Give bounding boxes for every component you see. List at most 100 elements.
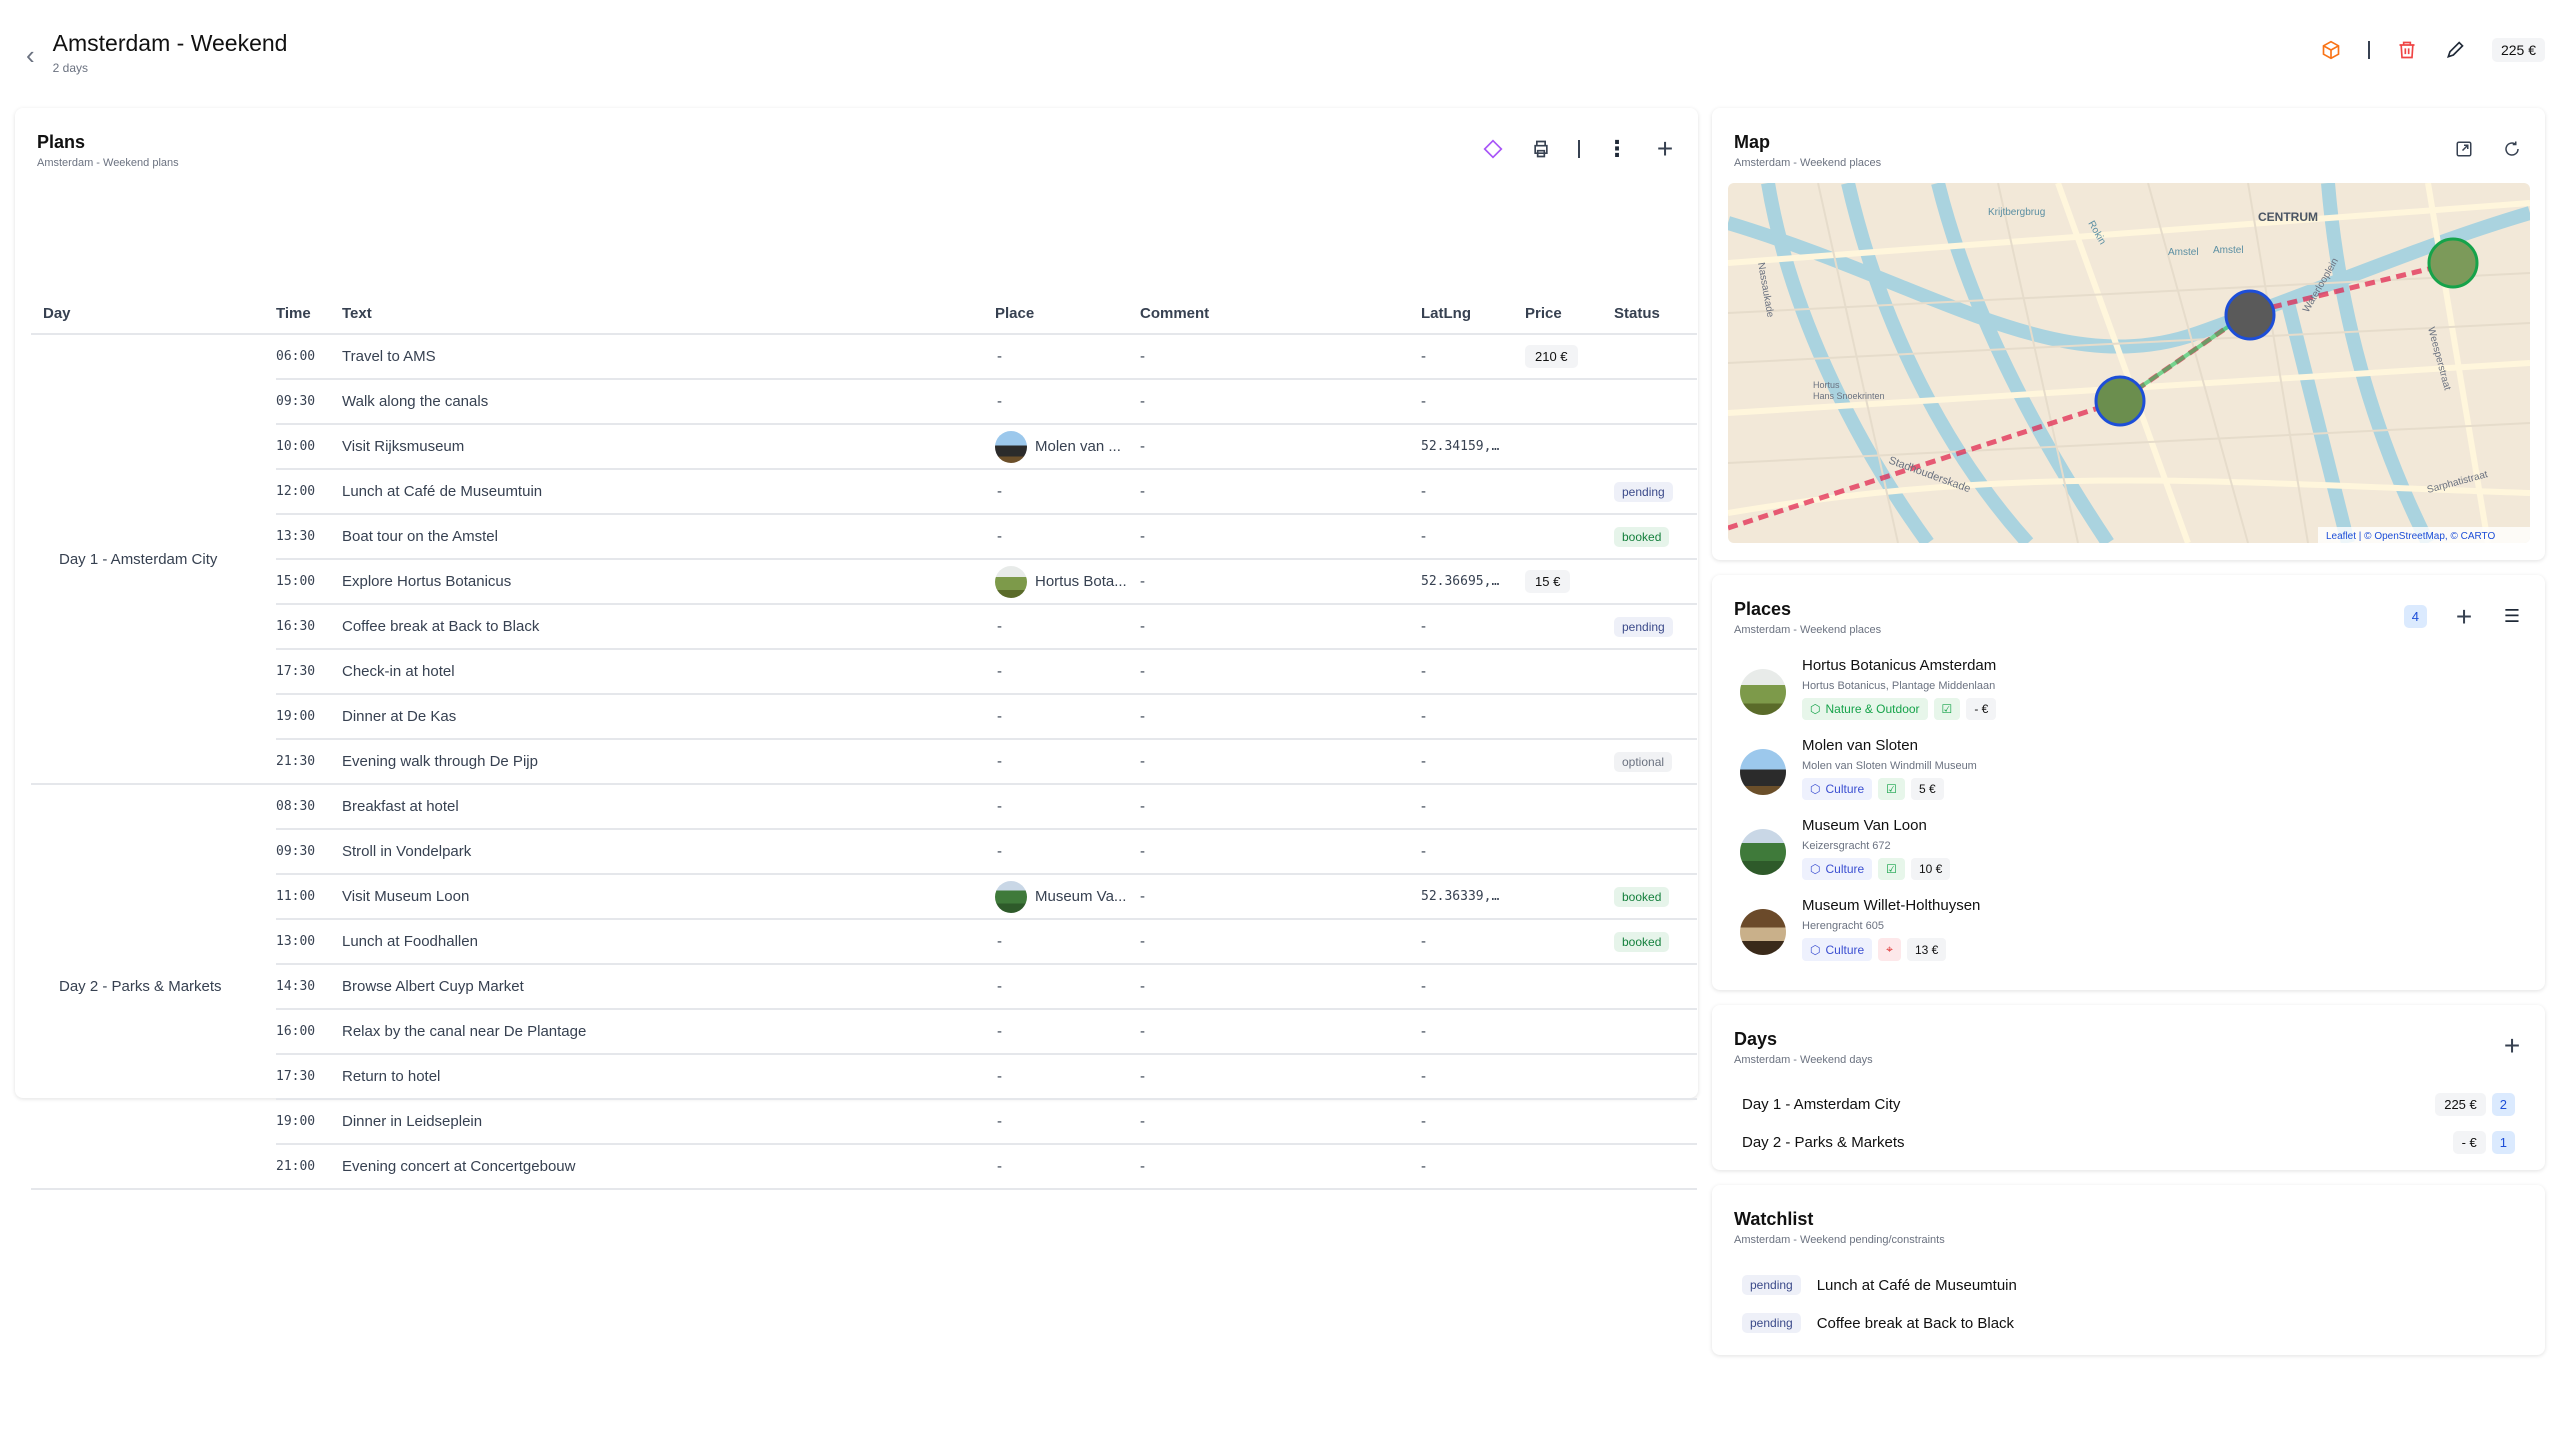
comment-cell: -: [1140, 559, 1421, 605]
column-header[interactable]: Day: [31, 293, 276, 335]
column-header[interactable]: Text: [342, 293, 995, 335]
check-square-icon[interactable]: ☑: [1878, 778, 1905, 800]
category-tag[interactable]: ⬡ Culture: [1802, 858, 1873, 880]
place-cell[interactable]: Hortus Bota...: [995, 559, 1140, 605]
comment-cell: -: [1140, 604, 1421, 650]
day-item[interactable]: Day 1 - Amsterdam City 225 €2: [1742, 1093, 2515, 1116]
table-row[interactable]: 09:30 Stroll in Vondelpark - - -: [31, 829, 1697, 875]
column-header[interactable]: Price: [1525, 293, 1614, 335]
place-cell: -: [995, 829, 1140, 875]
latlng-cell: -: [1421, 514, 1525, 560]
check-square-icon[interactable]: ☑: [1933, 698, 1961, 720]
map-view[interactable]: CENTRUM Amstel Amstel Krijtbergbrug Roki…: [1728, 183, 2530, 543]
column-header[interactable]: LatLng: [1421, 293, 1525, 335]
map-marker[interactable]: [2094, 375, 2146, 427]
price-cell: [1525, 829, 1614, 875]
table-row[interactable]: 12:00 Lunch at Café de Museumtuin - - - pendi…: [31, 469, 1697, 515]
category-label: Culture: [1825, 862, 1865, 876]
table-row[interactable]: 19:00 Dinner in Leidseplein - - -: [31, 1099, 1697, 1145]
place-item[interactable]: Hortus Botanicus Amsterdam Hortus Botanic…: [1740, 657, 1997, 720]
comment-cell: -: [1140, 649, 1421, 695]
table-row[interactable]: 17:30 Return to hotel - - -: [31, 1054, 1697, 1100]
table-row[interactable]: 15:00 Explore Hortus Botanicus Hortus Bota…: [31, 559, 1697, 605]
time-cell: 17:30: [276, 649, 342, 695]
watchlist-text: Lunch at Café de Museumtuin: [1816, 1276, 2017, 1294]
check-square-icon[interactable]: ☑: [1878, 858, 1905, 880]
column-header[interactable]: Comment: [1140, 293, 1421, 335]
text-cell: Walk along the canals: [342, 379, 995, 425]
price-cell: 15 €: [1525, 559, 1614, 605]
comment-cell: -: [1140, 694, 1421, 740]
table-row[interactable]: 19:00 Dinner at De Kas - - -: [31, 694, 1697, 740]
latlng-cell: -: [1421, 1144, 1525, 1190]
print-icon[interactable]: [1530, 138, 1552, 160]
place-item[interactable]: Museum Van Loon Keizersgracht 672 ⬡ Culture…: [1740, 817, 1951, 880]
column-header[interactable]: Time: [276, 293, 342, 335]
price-cell: [1525, 514, 1614, 560]
plans-title: Plans: [37, 132, 86, 152]
place-cell[interactable]: Museum Va...: [995, 874, 1140, 920]
latlng-cell: 52.34159,…: [1421, 424, 1525, 470]
place-item[interactable]: Molen van Sloten Molen van Sloten Windmil…: [1740, 737, 1977, 800]
text-cell: Check-in at hotel: [342, 649, 995, 695]
text-cell: Dinner in Leidseplein: [342, 1099, 995, 1145]
table-row[interactable]: 16:00 Relax by the canal near De Plantage…: [31, 1009, 1697, 1055]
expand-icon[interactable]: [2453, 138, 2475, 160]
table-row[interactable]: 21:30 Evening walk through De Pijp - - - opti…: [31, 739, 1697, 785]
comment-cell: -: [1140, 964, 1421, 1010]
day-item[interactable]: Day 2 - Parks & Markets - €1: [1742, 1131, 2515, 1154]
divider: [2367, 41, 2370, 59]
place-cell: -: [995, 694, 1140, 740]
table-row[interactable]: 10:00 Visit Rijksmuseum Molen van ... -52.3…: [31, 424, 1697, 470]
table-row[interactable]: 16:30 Coffee break at Back to Black - - - pen…: [31, 604, 1697, 650]
table-row[interactable]: 09:30 Walk along the canals - - -: [31, 379, 1697, 425]
back-chevron-icon[interactable]: ‹: [26, 40, 35, 70]
table-row[interactable]: 17:30 Check-in at hotel - - -: [31, 649, 1697, 695]
map-label: Amstel: [2213, 245, 2244, 256]
more-vertical-icon[interactable]: ⋮: [1606, 136, 1628, 161]
status-cell: [1614, 1144, 1697, 1190]
map-marker[interactable]: [2224, 289, 2276, 341]
list-checks-icon[interactable]: ☰: [2503, 606, 2521, 626]
price-badge: 13 €: [1906, 938, 1947, 961]
table-row[interactable]: 13:00 Lunch at Foodhallen - - - booked: [31, 919, 1697, 965]
route-diamond-icon[interactable]: [1482, 138, 1504, 160]
watchlist-item[interactable]: pending Lunch at Café de Museumtuin: [1742, 1275, 2515, 1295]
place-name: Museum Van Loon: [1802, 817, 1927, 834]
category-tag[interactable]: ⬡ Culture: [1802, 938, 1873, 961]
add-place-icon[interactable]: +: [2455, 600, 2473, 632]
table-row[interactable]: 13:30 Boat tour on the Amstel - - - booked: [31, 514, 1697, 560]
table-row[interactable]: 11:00 Visit Museum Loon Museum Va... -52.36…: [31, 874, 1697, 920]
time-cell: 06:00: [276, 334, 342, 380]
price-badge: - €: [1966, 698, 1997, 720]
watchlist-item[interactable]: pending Coffee break at Back to Black: [1742, 1313, 2515, 1333]
table-row[interactable]: Day 2 - Parks & Markets 08:30 Breakfast at…: [31, 784, 1697, 1190]
time-cell: 21:00: [276, 1144, 342, 1190]
status-cell: [1614, 1009, 1697, 1055]
category-tag[interactable]: ⬡ Culture: [1802, 778, 1873, 800]
place-thumbnail: [995, 430, 1027, 463]
text-cell: Evening walk through De Pijp: [342, 739, 995, 785]
watchlist-title: Watchlist: [1734, 1209, 1814, 1229]
place-cell[interactable]: Molen van ...: [995, 424, 1140, 470]
table-row[interactable]: 21:00 Evening concert at Concertgebouw - - -: [31, 1144, 1697, 1190]
trash-icon[interactable]: [2396, 39, 2418, 61]
package-icon[interactable]: [2320, 39, 2342, 61]
column-header[interactable]: Place: [995, 293, 1140, 335]
refresh-icon[interactable]: [2501, 138, 2523, 160]
price-cell: [1525, 379, 1614, 425]
table-row[interactable]: 14:30 Browse Albert Cuyp Market - - -: [31, 964, 1697, 1010]
map-pin-icon[interactable]: ⌖: [1878, 938, 1901, 961]
place-name: Molen van Sloten: [1802, 737, 1918, 754]
column-header[interactable]: Status: [1614, 293, 1697, 335]
category-tag[interactable]: ⬡ Nature & Outdoor: [1802, 698, 1928, 720]
add-day-icon[interactable]: +: [2503, 1030, 2521, 1061]
map-marker[interactable]: [2427, 237, 2479, 289]
edit-pencil-icon[interactable]: [2444, 39, 2466, 61]
package-icon: ⬡: [1810, 782, 1821, 796]
add-plan-icon[interactable]: +: [1656, 133, 1674, 164]
table-row[interactable]: Day 1 - Amsterdam City 06:00 Travel to AMS…: [31, 334, 1697, 785]
place-item[interactable]: Museum Willet-Holthuysen Herengracht 605 ⬡…: [1740, 897, 1980, 961]
place-cell: -: [995, 1009, 1140, 1055]
time-cell: 13:00: [276, 919, 342, 965]
